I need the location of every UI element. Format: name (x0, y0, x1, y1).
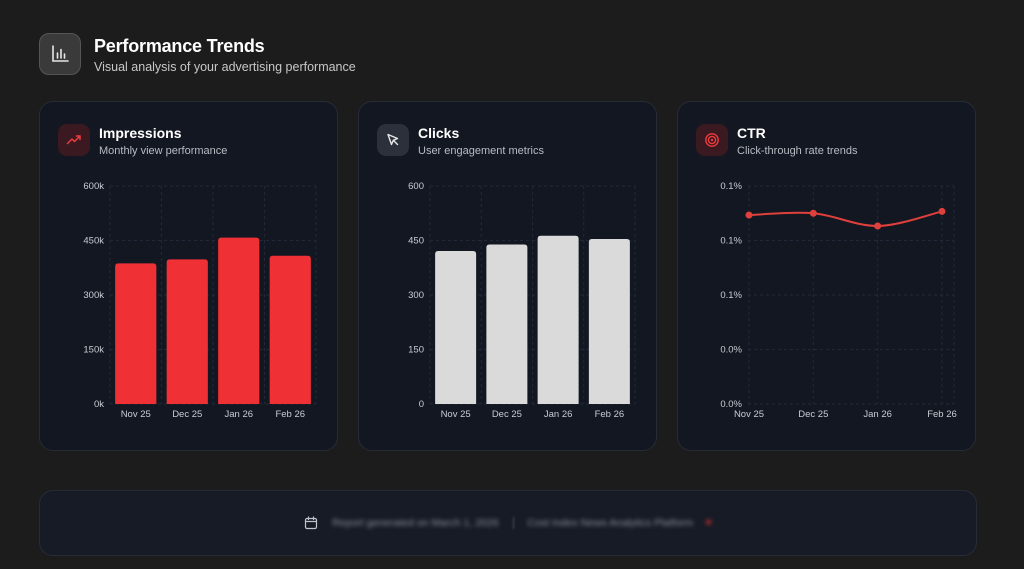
x-tick-label: Jan 26 (863, 409, 892, 420)
x-tick-label: Jan 26 (224, 409, 253, 420)
cursor-icon (377, 124, 409, 156)
x-tick-label: Nov 25 (734, 409, 764, 420)
series-line (748, 210, 943, 227)
page-subtitle: Visual analysis of your advertising perf… (94, 59, 356, 74)
y-tick-label: 450 (408, 236, 424, 247)
bar (537, 235, 579, 404)
page-header: Performance Trends Visual analysis of yo… (39, 33, 356, 75)
y-tick-label: 0.0% (720, 345, 742, 356)
card-subtitle: User engagement metrics (418, 145, 544, 157)
heart-icon: ♥ (705, 517, 712, 529)
y-tick-label: 0.1% (720, 290, 742, 301)
bar (486, 244, 528, 404)
x-tick-label: Dec 25 (798, 409, 828, 420)
bar (435, 251, 477, 404)
x-tick-label: Dec 25 (172, 409, 202, 420)
y-tick-label: 300 (408, 290, 424, 301)
card-subtitle: Click-through rate trends (737, 145, 858, 157)
bar (218, 237, 260, 404)
bar (166, 259, 208, 404)
y-tick-label: 450k (83, 236, 104, 247)
calendar-icon (304, 516, 318, 530)
card-title: CTR (737, 125, 766, 141)
card-title: Clicks (418, 125, 460, 141)
page-title: Performance Trends (94, 35, 265, 56)
ctr-card: CTR Click-through rate trends 0.0% 0.0% 0.… (677, 101, 976, 451)
x-tick-label: Feb 26 (275, 409, 305, 420)
report-generated-text: Report generated on March 1, 2026 (332, 517, 499, 529)
y-tick-label: 0.1% (720, 236, 742, 247)
data-point (809, 209, 817, 217)
y-tick-label: 600k (83, 181, 104, 192)
report-footer: Report generated on March 1, 2026 Cost I… (39, 490, 977, 556)
card-subtitle: Monthly view performance (99, 145, 228, 157)
x-tick-label: Nov 25 (441, 409, 471, 420)
x-tick-label: Nov 25 (121, 409, 151, 420)
x-tick-label: Jan 26 (544, 409, 573, 420)
clicks-card: Clicks User engagement metrics 0 150 300 45… (358, 101, 657, 451)
x-tick-label: Feb 26 (595, 409, 625, 420)
x-tick-label: Feb 26 (927, 409, 957, 420)
bar (588, 239, 630, 404)
y-tick-label: 0k (94, 399, 104, 410)
footer-divider (512, 517, 514, 529)
y-tick-label: 0.0% (720, 399, 742, 410)
bar (269, 255, 311, 404)
card-title: Impressions (99, 125, 182, 141)
target-icon (696, 124, 728, 156)
y-tick-label: 150 (408, 345, 424, 356)
y-tick-label: 600 (408, 181, 424, 192)
ctr-line-chart: 0.0% 0.0% 0.1% 0.1% 0.1% Nov 25 Dec 25 Jan 26 Fe… (720, 181, 957, 420)
x-tick-label: Dec 25 (492, 409, 522, 420)
clicks-bar-chart: 0 150 300 450 600 Nov 25 Dec 25 Jan 26 Feb 26 (408, 181, 636, 420)
data-point (874, 222, 882, 230)
impressions-bar-chart: 0k 150k 300k 450k 600k Nov 25 Dec 25 Jan 26 Feb … (83, 181, 317, 420)
bar (115, 263, 157, 404)
trending-up-icon (58, 124, 90, 156)
data-point (745, 211, 753, 219)
impressions-card: Impressions Monthly view performance 0k 1… (39, 101, 338, 451)
bar-chart-icon (39, 33, 81, 75)
y-tick-label: 0 (419, 399, 424, 410)
data-point (938, 207, 946, 215)
y-tick-label: 300k (83, 290, 104, 301)
y-tick-label: 150k (83, 345, 104, 356)
y-tick-label: 0.1% (720, 181, 742, 192)
platform-text: Cost Index News Analytics Platform (527, 517, 694, 529)
